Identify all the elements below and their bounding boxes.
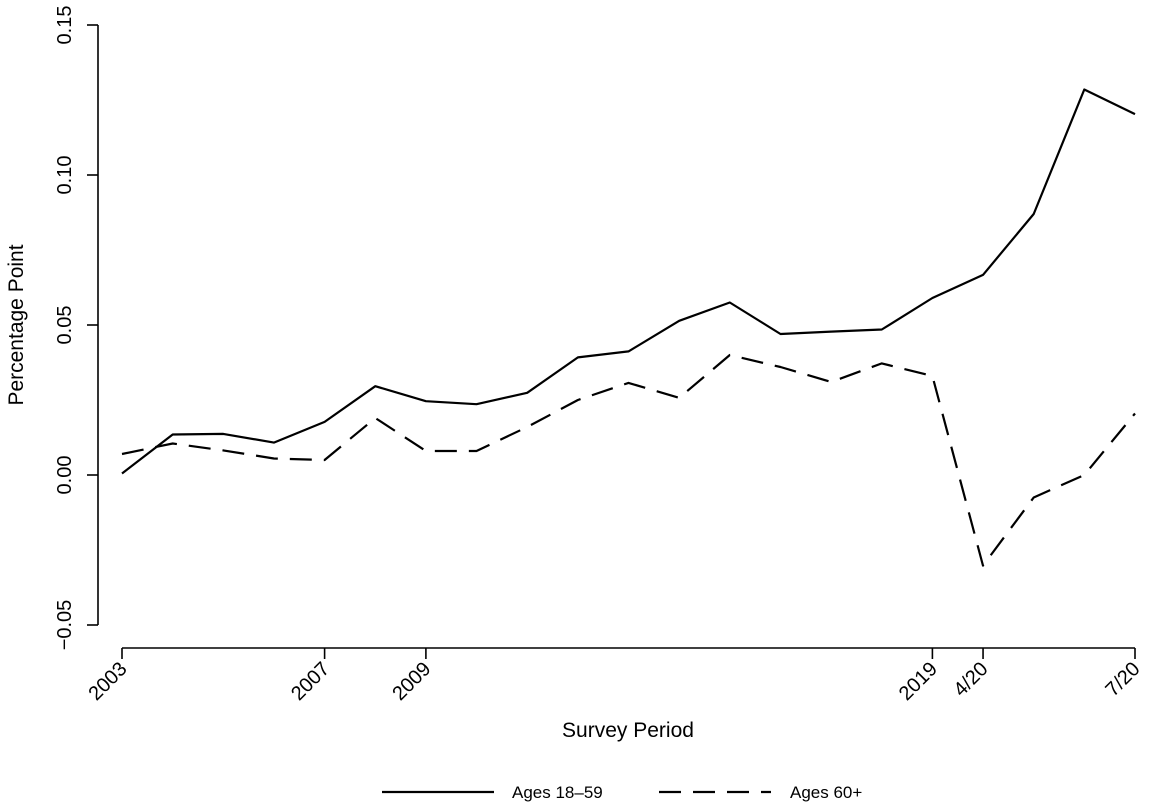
- x-tick-label: 7/20: [1101, 658, 1144, 701]
- legend: Ages 18–59 Ages 60+: [382, 783, 862, 802]
- y-axis-title: Percentage Point: [5, 244, 28, 405]
- y-tick-label: −0.05: [54, 600, 76, 651]
- x-tick-label: 2019: [895, 658, 942, 705]
- y-tick-label: 0.10: [54, 156, 76, 195]
- series-lines: [121, 88, 1136, 567]
- y-tick-label: 0.00: [54, 456, 76, 495]
- labels: Percentage Point Survey Period: [5, 244, 694, 742]
- x-tick-label: 4/20: [949, 658, 992, 701]
- y-tick-label: 0.15: [54, 6, 76, 45]
- y-tick-label: 0.05: [54, 306, 76, 345]
- x-tick-label: 2007: [287, 658, 334, 705]
- legend-label-ages-60-plus: Ages 60+: [790, 783, 862, 802]
- x-axis-title: Survey Period: [562, 719, 694, 742]
- legend-label-ages-18-59: Ages 18–59: [512, 783, 603, 802]
- x-tick-label: 2009: [388, 658, 435, 705]
- series-line-ages-18-59: [121, 88, 1136, 475]
- series-line-ages-60: [121, 353, 1136, 567]
- x-tick-label: 2003: [85, 658, 132, 705]
